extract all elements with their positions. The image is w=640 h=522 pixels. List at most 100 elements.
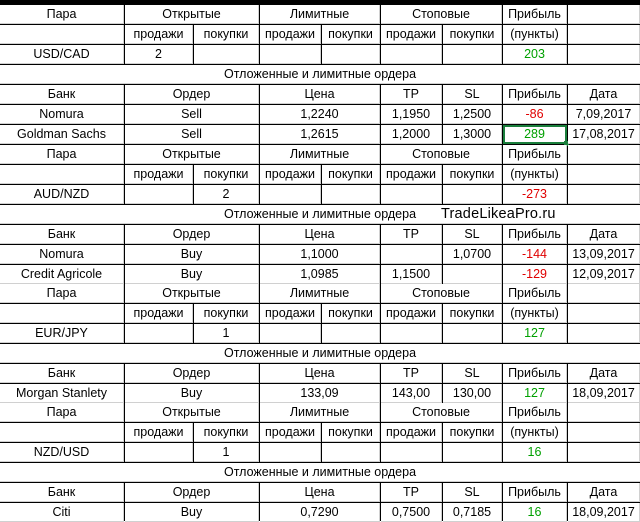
limit-sells-header[interactable]: продажи xyxy=(260,165,321,184)
order-date[interactable]: 7,09,2017 xyxy=(568,105,640,124)
open-buys-header[interactable]: покупки xyxy=(194,165,259,184)
order-header[interactable]: Ордер xyxy=(125,85,259,104)
points-header[interactable]: (пункты) xyxy=(503,304,567,323)
open-buys-value[interactable]: 2 xyxy=(194,185,259,204)
profit-header[interactable]: Прибыль xyxy=(503,145,567,164)
order-type[interactable]: Buy xyxy=(125,265,259,284)
open-sells-value[interactable] xyxy=(125,443,193,462)
limit-buys-value[interactable] xyxy=(322,324,380,343)
price-header[interactable]: Цена xyxy=(260,483,380,502)
open-header[interactable]: Открытые xyxy=(125,5,259,24)
open-buys-value[interactable]: 1 xyxy=(194,324,259,343)
order-tp[interactable]: 1,2000 xyxy=(381,125,442,144)
pair-profit-value[interactable]: -273 xyxy=(503,185,567,204)
open-header[interactable]: Открытые xyxy=(125,403,259,422)
stop-buys-value[interactable] xyxy=(443,45,502,64)
pair-header-merged[interactable] xyxy=(0,25,124,44)
order-type[interactable]: Buy xyxy=(125,503,259,522)
empty-cell[interactable] xyxy=(568,304,640,323)
order-sl[interactable]: 130,00 xyxy=(443,384,502,403)
stop-sells-header[interactable]: продажи xyxy=(381,25,442,44)
open-header[interactable]: Открытые xyxy=(125,145,259,164)
profit-header[interactable]: Прибыль xyxy=(503,5,567,24)
order-profit[interactable]: -144 xyxy=(503,245,567,264)
pair-header-merged[interactable] xyxy=(0,423,124,442)
stop-header[interactable]: Стоповые xyxy=(381,5,502,24)
order-price[interactable]: 133,09 xyxy=(260,384,380,403)
bank-name[interactable]: Credit Agricole xyxy=(0,265,124,284)
pair-name[interactable]: EUR/JPY xyxy=(0,324,124,343)
open-sells-value[interactable] xyxy=(125,324,193,343)
limit-buys-value[interactable] xyxy=(322,443,380,462)
empty-cell[interactable] xyxy=(568,145,640,164)
bank-name[interactable]: Morgan Stanlety xyxy=(0,384,124,403)
limit-sells-value[interactable] xyxy=(260,324,321,343)
stop-sells-value[interactable] xyxy=(381,443,442,462)
order-profit[interactable]: 16 xyxy=(503,503,567,522)
pair-header-merged[interactable] xyxy=(0,304,124,323)
order-profit-header[interactable]: Прибыль xyxy=(503,225,567,244)
stop-sells-header[interactable]: продажи xyxy=(381,304,442,323)
pending-orders-title[interactable]: Отложенные и лимитные ордера xyxy=(0,65,640,84)
open-sells-value[interactable]: 2 xyxy=(125,45,193,64)
stop-sells-value[interactable] xyxy=(381,45,442,64)
stop-sells-header[interactable]: продажи xyxy=(381,165,442,184)
pair-profit-value[interactable]: 127 xyxy=(503,324,567,343)
price-header[interactable]: Цена xyxy=(260,364,380,383)
pair-name[interactable]: USD/CAD xyxy=(0,45,124,64)
order-date[interactable]: 17,08,2017 xyxy=(568,125,640,144)
order-profit-header[interactable]: Прибыль xyxy=(503,483,567,502)
limit-buys-value[interactable] xyxy=(322,185,380,204)
empty-cell[interactable] xyxy=(568,5,640,24)
empty-cell[interactable] xyxy=(568,403,640,422)
limit-sells-header[interactable]: продажи xyxy=(260,25,321,44)
order-price[interactable]: 1,2240 xyxy=(260,105,380,124)
profit-header[interactable]: Прибыль xyxy=(503,403,567,422)
order-sl[interactable]: 1,0700 xyxy=(443,245,502,264)
bank-name[interactable]: Nomura xyxy=(0,105,124,124)
pending-orders-title[interactable]: Отложенные и лимитные ордера xyxy=(0,205,640,224)
limit-sells-value[interactable] xyxy=(260,185,321,204)
tp-header[interactable]: TP xyxy=(381,225,442,244)
stop-buys-header[interactable]: покупки xyxy=(443,423,502,442)
open-sells-header[interactable]: продажи xyxy=(125,304,193,323)
empty-cell[interactable] xyxy=(568,284,640,303)
limit-sells-value[interactable] xyxy=(260,443,321,462)
pair-name[interactable]: AUD/NZD xyxy=(0,185,124,204)
order-profit-header[interactable]: Прибыль xyxy=(503,85,567,104)
limit-buys-header[interactable]: покупки xyxy=(322,423,380,442)
order-sl[interactable]: 0,7185 xyxy=(443,503,502,522)
points-header[interactable]: (пункты) xyxy=(503,25,567,44)
bank-header[interactable]: Банк xyxy=(0,225,124,244)
pair-name[interactable]: NZD/USD xyxy=(0,443,124,462)
date-header[interactable]: Дата xyxy=(568,364,640,383)
stop-sells-value[interactable] xyxy=(381,185,442,204)
order-tp[interactable] xyxy=(381,245,442,264)
order-type[interactable]: Buy xyxy=(125,245,259,264)
empty-cell[interactable] xyxy=(568,423,640,442)
order-date[interactable]: 13,09,2017 xyxy=(568,245,640,264)
limit-header[interactable]: Лимитные xyxy=(260,145,380,164)
order-sl[interactable]: 1,2500 xyxy=(443,105,502,124)
tp-header[interactable]: TP xyxy=(381,85,442,104)
bank-name[interactable]: Goldman Sachs xyxy=(0,125,124,144)
sl-header[interactable]: SL xyxy=(443,483,502,502)
stop-buys-header[interactable]: покупки xyxy=(443,304,502,323)
sl-header[interactable]: SL xyxy=(443,85,502,104)
open-sells-header[interactable]: продажи xyxy=(125,25,193,44)
order-sl[interactable]: 1,3000 xyxy=(443,125,502,144)
order-price[interactable]: 1,1000 xyxy=(260,245,380,264)
date-header[interactable]: Дата xyxy=(568,85,640,104)
order-header[interactable]: Ордер xyxy=(125,225,259,244)
limit-header[interactable]: Лимитные xyxy=(260,5,380,24)
order-profit[interactable]: 289 xyxy=(503,125,569,146)
order-date[interactable]: 18,09,2017 xyxy=(568,503,640,522)
limit-header[interactable]: Лимитные xyxy=(260,284,380,303)
empty-cell[interactable] xyxy=(568,324,640,343)
pair-header[interactable]: Пара xyxy=(0,284,124,303)
bank-name[interactable]: Nomura xyxy=(0,245,124,264)
order-type[interactable]: Buy xyxy=(125,384,259,403)
stop-buys-value[interactable] xyxy=(443,443,502,462)
price-header[interactable]: Цена xyxy=(260,225,380,244)
order-tp[interactable]: 0,7500 xyxy=(381,503,442,522)
